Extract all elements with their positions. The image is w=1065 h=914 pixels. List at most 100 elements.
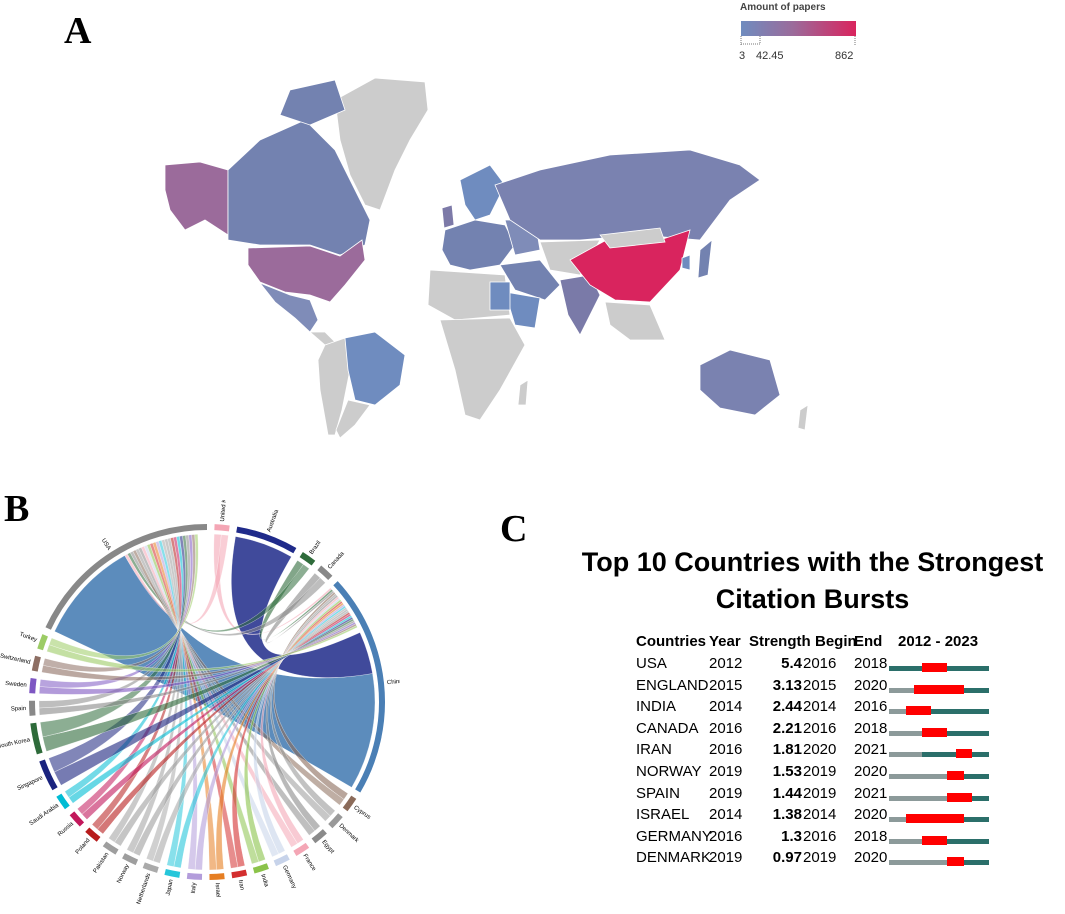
legend-title: Amount of papers — [740, 2, 826, 13]
chord-node-label: Switzerland — [0, 653, 31, 666]
burst-title-line-1: Top 10 Countries with the Strongest — [581, 547, 1044, 577]
burst-row: IRAN 2016 1.81 2020 2021 — [632, 741, 1002, 763]
burst-bar-burst — [947, 771, 964, 780]
header-end: End — [854, 633, 883, 650]
chord-arc — [102, 841, 119, 855]
burst-bar-active — [947, 774, 989, 779]
cell-end: 2020 — [854, 849, 888, 867]
cell-country: USA — [636, 655, 667, 672]
chord-ribbon — [152, 607, 348, 864]
cell-year: 2019 — [709, 784, 743, 802]
chord-ribbons — [38, 533, 376, 871]
cell-country: ENGLAND — [636, 676, 709, 694]
cell-strength: 5.4 — [781, 655, 802, 672]
chord-arc — [311, 829, 327, 844]
cell-begin: 2016 — [803, 655, 837, 672]
region-alaska — [164, 161, 229, 236]
chord-arc — [252, 863, 269, 874]
cell-begin: 2020 — [803, 741, 837, 759]
chord-ribbon — [114, 610, 350, 847]
chord-arc — [186, 872, 203, 880]
chord-arc — [29, 700, 36, 716]
legend-mid-label: 42.45 — [756, 50, 784, 62]
burst-bar-before — [889, 687, 914, 693]
region-turkey-iran — [499, 259, 561, 301]
chord-ribbon — [39, 621, 356, 695]
region-west-europe — [441, 219, 516, 271]
cell-year: 2016 — [709, 741, 743, 759]
chord-node-label: Iran — [237, 879, 245, 890]
chord-ribbon — [132, 608, 349, 857]
legend-ticks — [740, 36, 856, 46]
chord-ribbon — [194, 604, 345, 871]
world-map — [164, 77, 809, 439]
region-usa — [247, 239, 366, 303]
chord-ribbon — [48, 534, 199, 660]
region-japan — [697, 239, 713, 279]
cell-year: 2016 — [709, 719, 743, 737]
header-year: Year — [709, 633, 741, 650]
region-saudi — [504, 291, 541, 329]
chord-diagram: USA United Kingdom Australia Brazil Canada Ch… — [0, 500, 400, 906]
burst-row: ENGLAND 2015 3.13 2015 2020 — [632, 677, 1002, 699]
chord-node-label: Turkey — [19, 632, 38, 644]
chord-ribbon — [232, 600, 343, 868]
burst-bar-before — [889, 752, 923, 758]
chord-ribbon — [253, 597, 341, 855]
chord-arc — [273, 854, 290, 867]
cell-strength: 1.38 — [772, 806, 802, 824]
cell-strength: 3.13 — [772, 676, 802, 694]
burst-bar-active — [922, 730, 989, 736]
legend-min-label: 3 — [739, 50, 746, 62]
chord-ribbon — [143, 544, 279, 858]
panel-label-a: A — [64, 10, 92, 52]
chord-arc — [231, 869, 248, 879]
cell-country: NORWAY — [636, 763, 702, 780]
burst-bar-burst — [905, 814, 964, 824]
region-north-africa — [427, 269, 511, 321]
cell-end: 2016 — [854, 698, 888, 716]
burst-row: NORWAY 2019 1.53 2019 2020 — [632, 763, 1002, 785]
region-canada-islands — [279, 79, 346, 126]
chord-arc — [30, 722, 43, 755]
burst-bar-burst — [922, 727, 948, 737]
chord-node-label: China — [387, 679, 400, 687]
chord-node-label: Norway — [116, 864, 130, 885]
region-new-zealand — [797, 404, 809, 431]
region-canada — [227, 119, 371, 256]
chord-node-label: Netherlands — [136, 873, 152, 906]
chord-ribbon — [46, 625, 358, 672]
map-legend: Amount of papers 3 42.45 862 — [736, 2, 866, 62]
chord-ribbon — [40, 535, 189, 738]
cell-end: 2021 — [854, 741, 888, 759]
cell-strength: 2.21 — [772, 719, 802, 737]
burst-bar-burst — [947, 792, 973, 802]
cell-country: CANADA — [636, 719, 699, 737]
burst-row: USA 2012 5.4 2016 2018 — [632, 655, 1002, 677]
header-strength: Strength — [749, 633, 811, 650]
cell-begin: 2016 — [803, 719, 837, 737]
burst-bar-burst — [922, 663, 948, 672]
cell-year: 2015 — [709, 676, 743, 694]
chord-node-label: India — [259, 873, 269, 888]
chord-arc — [56, 793, 70, 810]
chord-node-label: USA — [100, 538, 112, 552]
burst-bar-burst — [947, 857, 964, 867]
burst-bar-burst — [922, 835, 948, 845]
header-range: 2012 - 2023 — [898, 633, 979, 650]
chord-node-label: Egypt — [320, 839, 335, 855]
chord-arc — [342, 795, 357, 812]
region-korea — [681, 254, 691, 271]
region-mexico — [258, 282, 319, 333]
burst-bar-burst — [955, 749, 973, 759]
burst-bar-active — [905, 709, 989, 715]
chord-arc — [317, 565, 333, 580]
burst-bar-burst — [914, 684, 964, 694]
chord-node-label: Cyprus — [352, 805, 371, 821]
burst-bar-burst — [905, 706, 931, 716]
chord-node-label: Italy — [191, 882, 198, 893]
chord-arc — [214, 524, 230, 532]
legend-max-label: 862 — [835, 50, 854, 62]
chord-arc — [142, 862, 159, 873]
region-sub-saharan-africa — [439, 317, 526, 421]
